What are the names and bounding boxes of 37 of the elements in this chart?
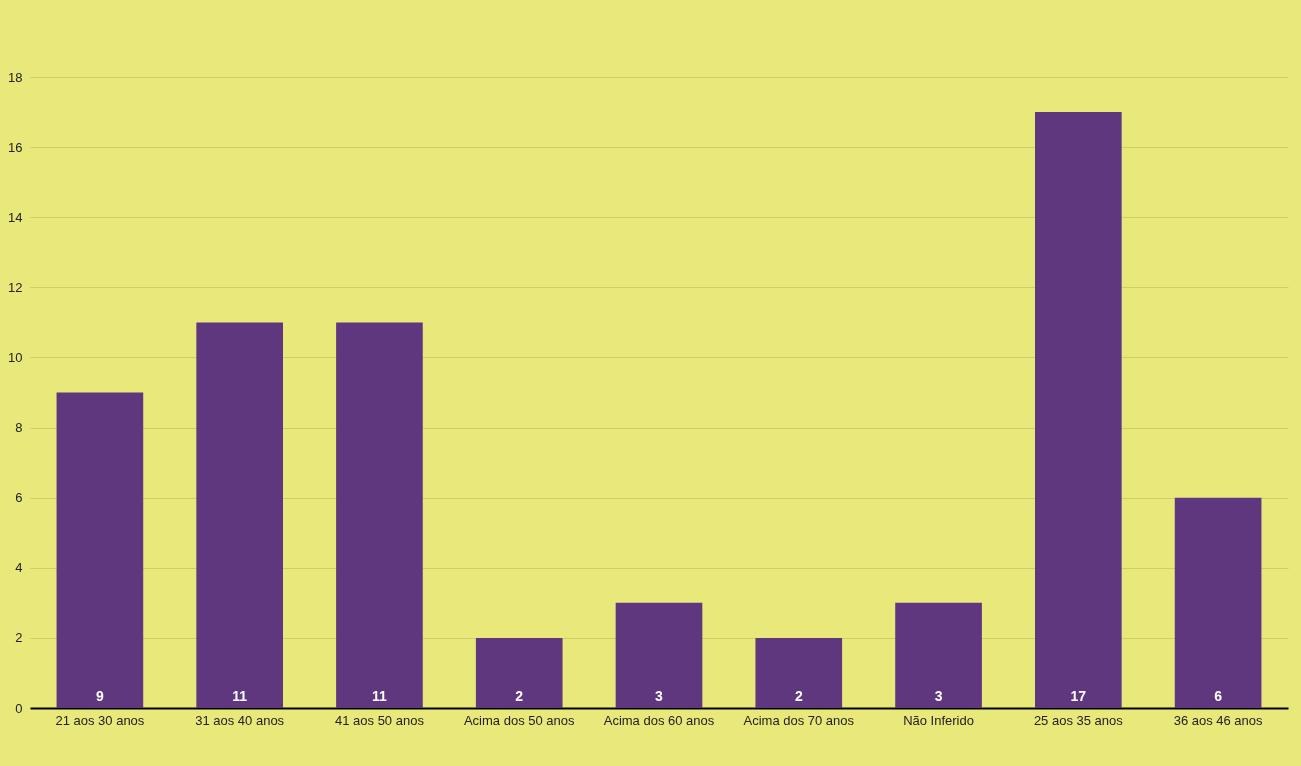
y-tick-label: 2: [15, 630, 23, 646]
x-tick-label: 25 aos 35 anos: [1033, 712, 1124, 728]
x-tick-label: Acima dos 60 anos: [603, 712, 715, 728]
x-tick-label: Acima dos 50 anos: [463, 712, 575, 728]
x-tick-label: Não Inferido: [903, 712, 974, 728]
data-label: 11: [372, 688, 388, 704]
y-tick-label: 18: [8, 69, 23, 85]
y-tick-label: 12: [8, 279, 23, 295]
bar: [895, 602, 982, 708]
x-tick-label: Acima dos 70 anos: [743, 712, 855, 728]
data-label: 9: [95, 688, 104, 704]
x-tick-label: 21 aos 30 anos: [55, 712, 145, 728]
y-tick-label: 10: [8, 349, 23, 365]
y-tick-label: 6: [15, 490, 23, 506]
bar: [615, 602, 703, 708]
y-tick-label: 0: [15, 700, 23, 716]
bar: [336, 322, 423, 708]
data-label: 17: [1070, 688, 1087, 704]
x-tick-label: 36 aos 46 anos: [1173, 712, 1264, 728]
y-tick-label: 4: [15, 560, 23, 576]
x-tick-label: 31 aos 40 anos: [195, 712, 285, 728]
data-label: 6: [1214, 688, 1223, 704]
data-label: 11: [232, 688, 248, 704]
x-tick-label: 41 aos 50 anos: [334, 712, 425, 728]
y-tick-label: 8: [15, 420, 23, 436]
data-label: 2: [794, 688, 803, 704]
bar: [755, 637, 843, 708]
bar: [1035, 112, 1122, 708]
y-tick-label: 14: [8, 209, 23, 225]
bar: [475, 637, 563, 708]
y-tick-label: 16: [8, 139, 23, 155]
data-label: 2: [515, 688, 524, 704]
bar: [56, 392, 144, 708]
data-label: 3: [655, 688, 664, 704]
data-label: 3: [934, 688, 943, 704]
bar: [196, 322, 283, 708]
bar: [1174, 497, 1262, 708]
